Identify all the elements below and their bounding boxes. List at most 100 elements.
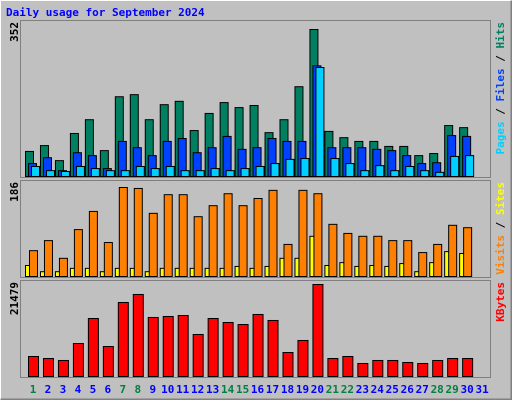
legend-entry: Files (494, 68, 507, 101)
bar (327, 358, 339, 378)
x-tick-label: 9 (149, 383, 156, 396)
bar (360, 170, 370, 178)
bar (252, 313, 264, 377)
chart-title: Daily usage for September 2024 (6, 6, 205, 19)
bar (207, 318, 219, 378)
bar (313, 193, 323, 277)
bar (253, 198, 263, 277)
bar (420, 170, 430, 178)
bar (300, 158, 310, 178)
bar (222, 321, 234, 377)
x-tick-label: 10 (161, 383, 174, 396)
bar (435, 171, 445, 178)
bar (387, 359, 399, 377)
bar (88, 210, 98, 277)
bar (465, 155, 475, 178)
x-tick-label: 28 (431, 383, 444, 396)
bar (328, 223, 338, 277)
bar (148, 212, 158, 278)
bar (285, 158, 295, 177)
y-tick-label: 352 (8, 22, 21, 42)
bar (132, 293, 144, 378)
bar (165, 165, 175, 178)
bar (135, 165, 145, 178)
x-tick-label: 19 (296, 383, 309, 396)
x-tick-label: 24 (371, 383, 385, 396)
bar (210, 168, 220, 177)
legend-entry: KBytes (494, 282, 507, 322)
x-tick-label: 15 (236, 383, 249, 396)
x-tick-label: 16 (251, 383, 265, 396)
bar (163, 194, 173, 277)
bar (312, 284, 324, 377)
bar (448, 224, 458, 277)
x-tick-label: 17 (266, 383, 279, 396)
bar (358, 235, 368, 278)
x-tick-label: 5 (90, 383, 97, 396)
x-tick-label: 13 (206, 383, 219, 396)
bar (105, 170, 115, 178)
bar (90, 168, 100, 177)
x-tick-label: 4 (75, 383, 82, 396)
bar (375, 165, 385, 177)
legend-entry: Hits (494, 22, 507, 49)
legend-separator: / (494, 102, 507, 122)
bar (31, 165, 40, 178)
bar (403, 240, 413, 277)
bar (192, 333, 204, 378)
bar (150, 168, 160, 177)
bar (342, 355, 354, 377)
bar (417, 362, 429, 378)
bar (180, 170, 190, 178)
bar (117, 301, 129, 377)
bar (178, 194, 188, 277)
x-tick-label: 20 (311, 383, 324, 396)
bar (103, 242, 113, 278)
bar (237, 324, 249, 378)
bar (240, 168, 250, 177)
bar (315, 67, 325, 177)
bar (118, 187, 128, 277)
bar (43, 240, 53, 277)
bar (268, 189, 278, 278)
bar (42, 358, 54, 378)
bar (463, 227, 473, 277)
x-tick-label: 3 (60, 383, 67, 396)
bar (330, 158, 340, 178)
bar (418, 252, 428, 278)
x-tick-label: 23 (356, 383, 369, 396)
x-tick-label: 7 (120, 383, 127, 396)
bar (208, 205, 218, 278)
legend: Pages / Files / Hits (494, 22, 507, 155)
bar (177, 315, 189, 377)
x-tick-label: 11 (176, 383, 190, 396)
bar (343, 232, 353, 278)
bar (402, 361, 414, 378)
bar (238, 205, 248, 278)
y-tick-label: 21479 (8, 282, 21, 315)
bar (255, 165, 265, 178)
bar (390, 170, 400, 178)
bar (73, 229, 83, 277)
bar (450, 155, 460, 177)
bar (282, 352, 294, 378)
x-tick-label: 27 (416, 383, 429, 396)
x-tick-label: 12 (191, 383, 204, 396)
bar (388, 240, 398, 277)
bar (345, 163, 355, 177)
bar (267, 319, 279, 377)
x-tick-label: 8 (134, 383, 141, 396)
bar (372, 359, 384, 377)
legend-separator: / (494, 49, 507, 69)
bar (147, 316, 159, 378)
x-tick-label: 14 (221, 383, 235, 396)
legend-entry: Sites (494, 182, 507, 215)
bar (433, 243, 443, 277)
legend-entry: Pages (494, 121, 507, 154)
bar (120, 170, 130, 178)
bar (298, 189, 308, 278)
x-tick-label: 31 (475, 383, 489, 396)
legend: Visits / Sites (494, 182, 507, 275)
